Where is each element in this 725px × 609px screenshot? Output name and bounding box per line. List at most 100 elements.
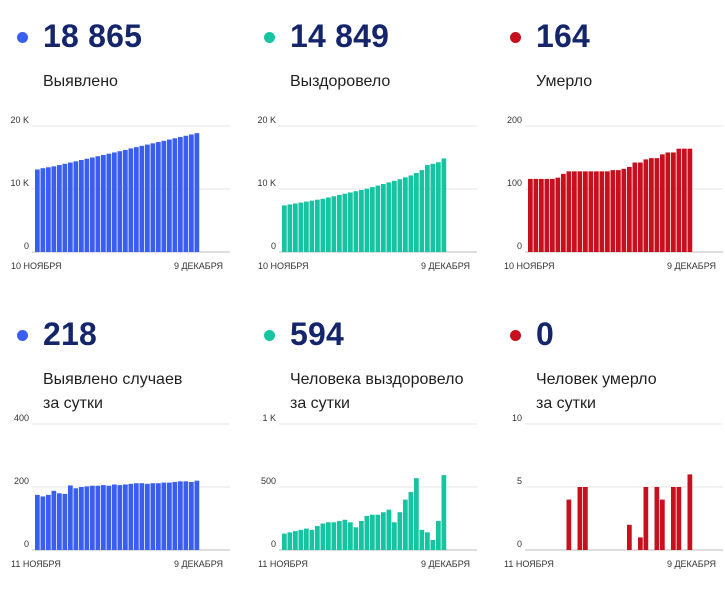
bar [315,199,320,252]
bar [671,487,676,550]
x-end-label: 9 ДЕКАБРЯ [174,559,223,569]
bar [337,194,342,252]
bar [51,166,57,252]
panel-cumulative-recovered: 14 849 Выздоровело 0 10 K 20 K 10 НОЯБРЯ 9 ДЕК… [247,0,487,300]
bar [309,529,315,550]
bar [660,154,665,252]
bar [189,134,194,252]
bar [139,145,145,252]
bar-chart: 0 500 1 K 11 НОЯБРЯ 9 ДЕКАБРЯ [258,413,477,569]
bar [381,183,386,252]
bar [101,154,106,252]
bar [375,185,381,252]
bar [627,524,632,550]
bar [403,499,408,550]
bar [40,496,46,550]
bar [287,532,293,550]
bar [583,487,588,550]
x-end-label: 9 ДЕКАБРЯ [421,559,470,569]
bar [194,133,200,252]
stat-value: 14 849 [290,18,390,54]
bar [161,482,167,550]
bar [654,487,660,550]
x-start-label: 11 НОЯБРЯ [504,559,554,569]
bar [150,483,156,550]
caption-line: за сутки [43,395,103,412]
bar [134,483,139,550]
bar [320,198,326,252]
y-tick-label: 0 [24,539,29,549]
bar [309,200,315,252]
caption-line: Человек умерло [536,371,657,388]
legend-dot [17,32,28,43]
bar-chart: 0 100 200 10 НОЯБРЯ 9 ДЕКАБРЯ [504,115,723,271]
bar [348,522,353,550]
bar [359,521,364,550]
bar [561,173,566,252]
bar [167,482,172,550]
bar [337,521,342,550]
panel-daily-recovered: 594 Человека выздоровело за сутки 0 500 1 K 11… [247,298,487,598]
bar [73,161,79,252]
bar [577,487,583,550]
bar [616,170,621,252]
y-tick-label: 0 [24,241,29,251]
caption-line: за сутки [290,395,350,412]
bar [533,178,539,252]
bar [414,478,419,550]
bar [572,171,577,252]
bar-chart: 0 200 400 11 НОЯБРЯ 9 ДЕКАБРЯ [11,413,230,569]
legend-dot [264,330,275,341]
bar [353,527,359,550]
bar [436,521,441,550]
bar [414,172,419,252]
y-tick-label: 20 K [257,115,276,125]
bar [90,157,95,252]
bar [425,532,430,550]
caption-line: Человека выздоровело [290,371,464,388]
caption-line: Выздоровело [290,73,391,90]
bar-chart: 0 10 K 20 K 10 НОЯБРЯ 9 ДЕКАБРЯ [257,115,477,271]
bar [331,522,337,550]
bar [106,153,112,252]
bar [408,175,414,252]
bar [315,526,320,550]
bar [156,483,161,550]
bar [128,483,134,550]
y-tick-label: 10 K [10,178,29,188]
bar [594,171,599,252]
bar [676,148,682,252]
y-tick-label: 500 [261,476,276,486]
bar [671,152,676,252]
x-start-label: 10 НОЯБРЯ [258,261,309,271]
stat-value: 594 [290,316,344,352]
bar [550,178,555,252]
y-tick-label: 0 [517,539,522,549]
bar [588,171,594,252]
bar [35,169,40,252]
bar [544,178,550,252]
bar [364,515,370,550]
y-tick-label: 20 K [10,115,29,125]
bar [665,152,671,252]
bar [687,474,693,550]
x-end-label: 9 ДЕКАБРЯ [421,261,470,271]
bar [392,522,397,550]
bar [183,135,189,252]
bar [178,481,183,550]
bar [654,158,660,252]
bar [84,486,90,550]
bar [287,204,293,252]
bar [156,142,161,252]
bar [632,162,638,252]
bar [117,151,123,252]
stat-caption: Выявлено [43,70,118,94]
bar [326,522,331,550]
bar [643,159,649,252]
bar [627,166,632,252]
bar [342,193,348,252]
bar [123,484,128,550]
bar [145,483,150,550]
bar [145,144,150,252]
bar [51,490,57,550]
